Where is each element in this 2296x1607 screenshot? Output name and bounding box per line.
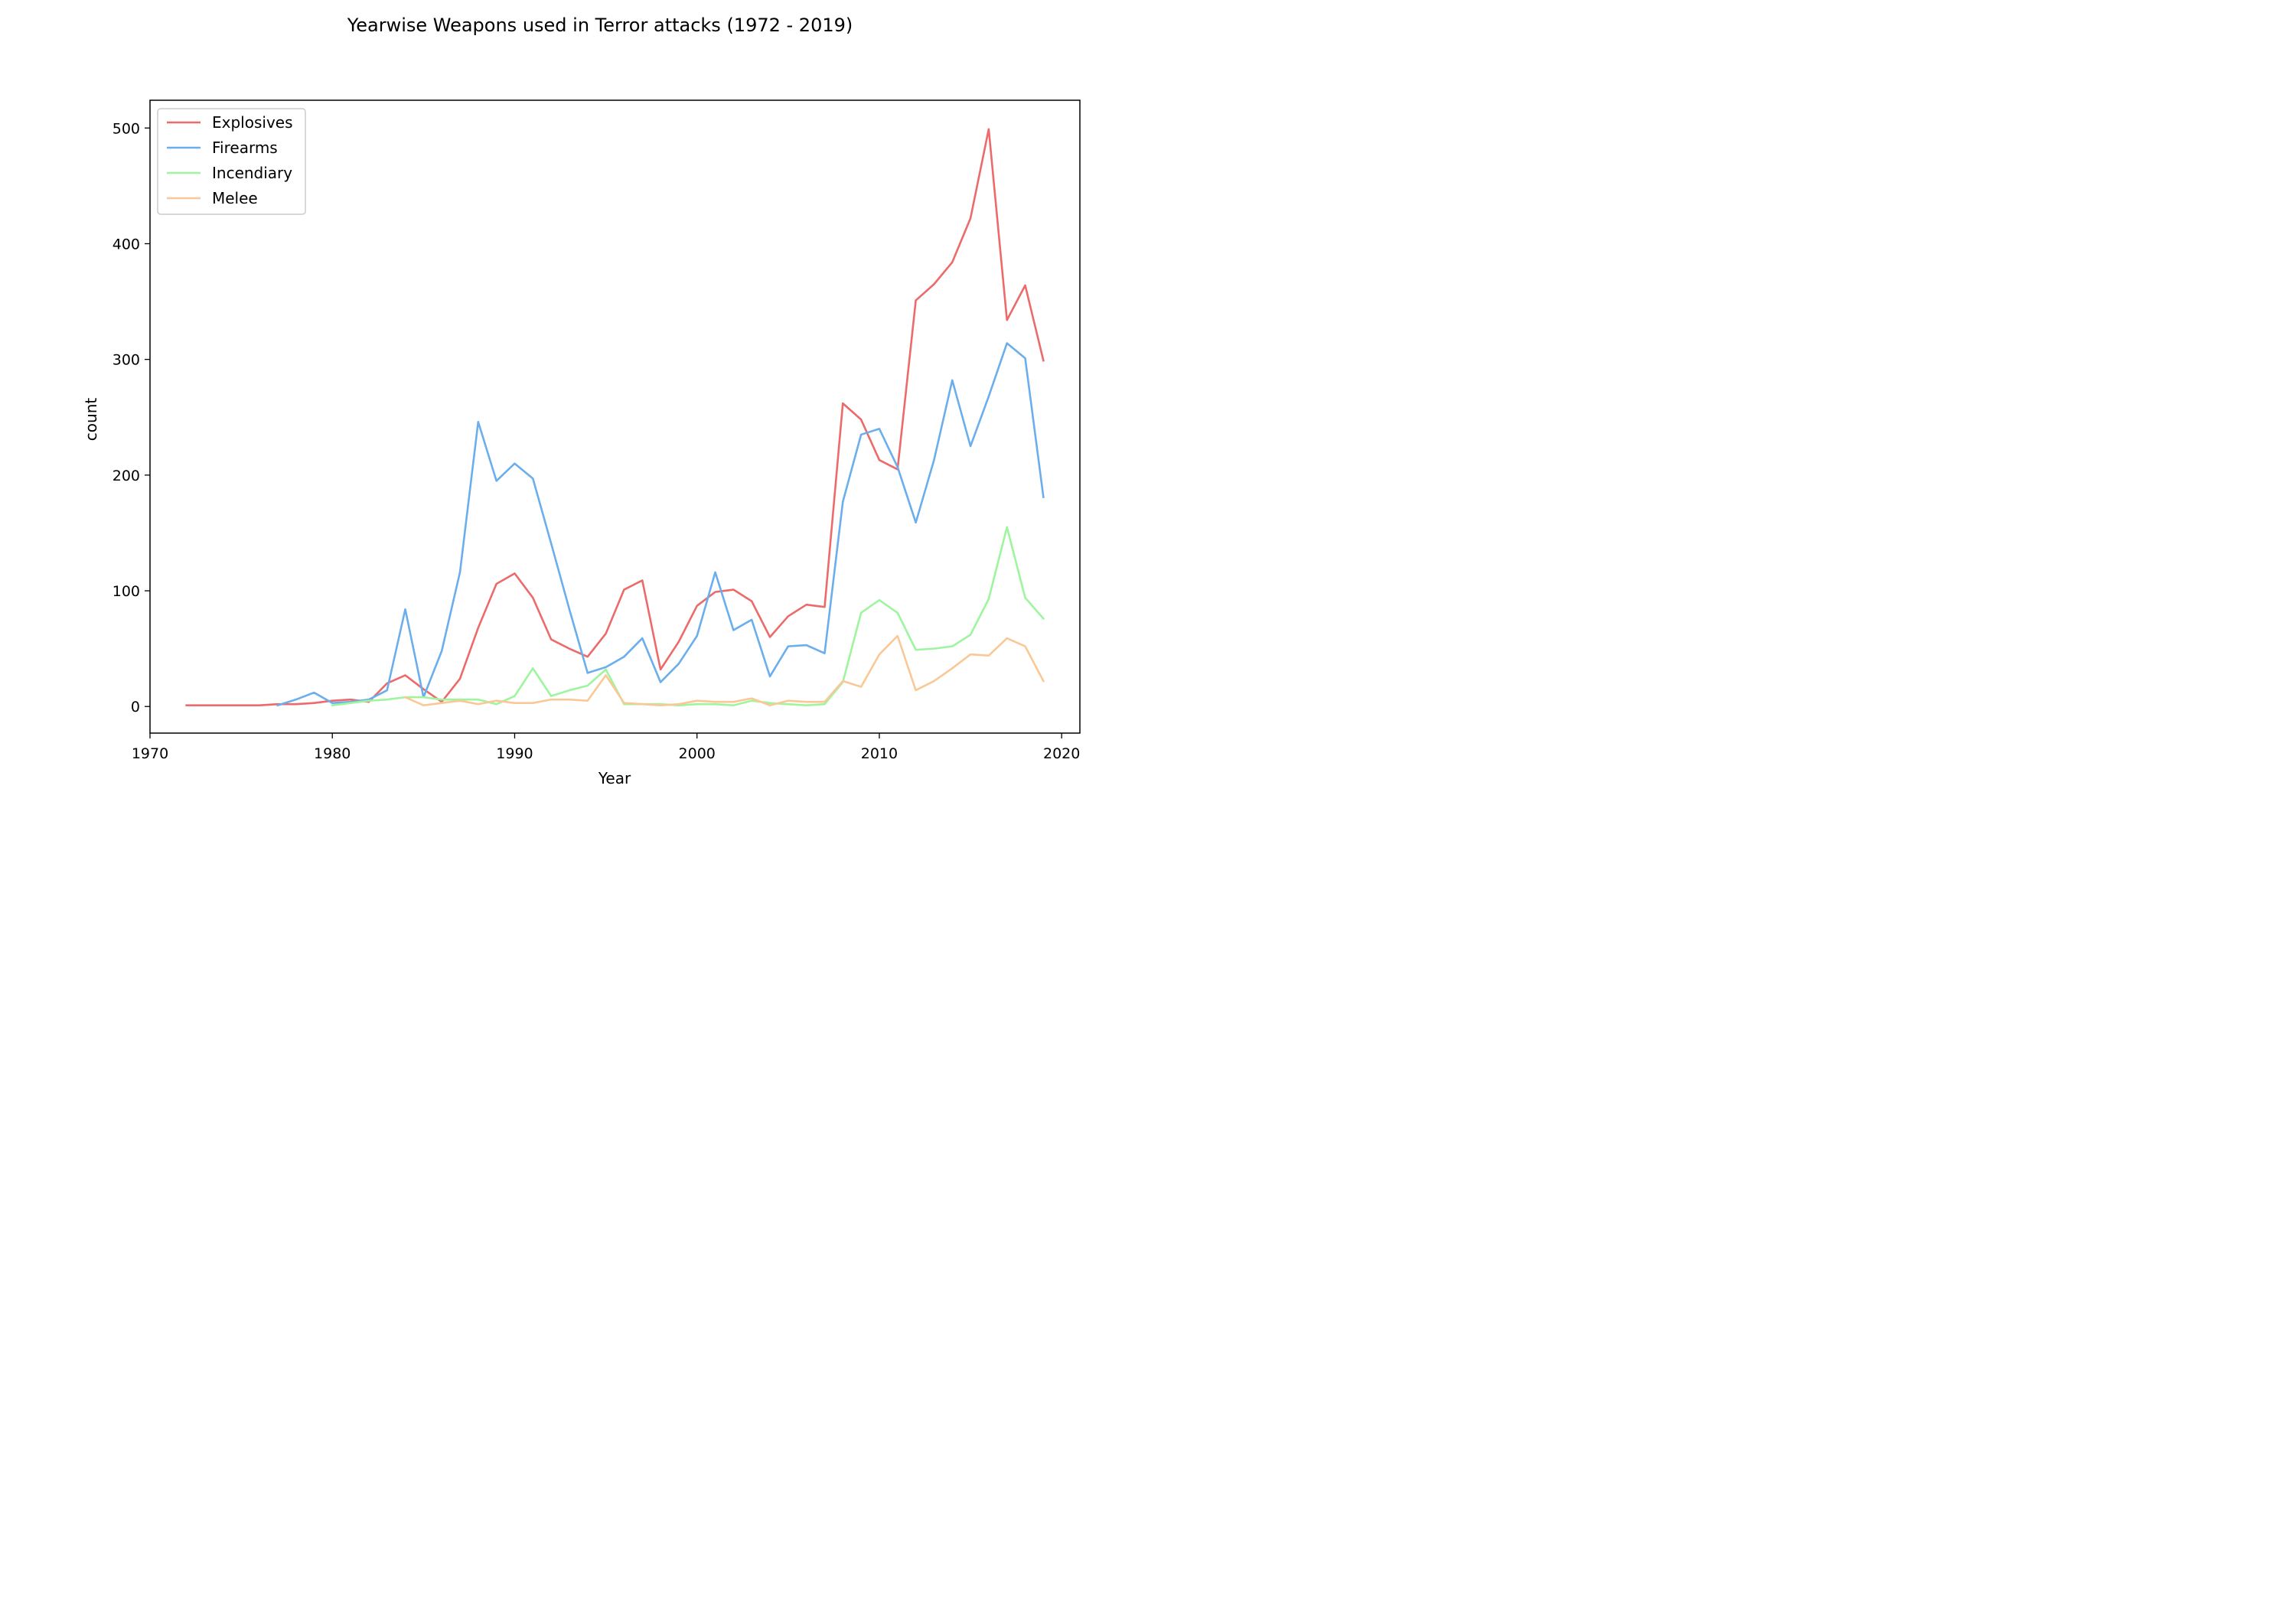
y-tick-label: 200 (113, 468, 140, 484)
line-chart: Yearwise Weapons used in Terror attacks … (0, 0, 1183, 829)
series-line-incendiary (331, 526, 1045, 707)
x-axis: 1970 1980 1990 2000 2010 2020 (132, 733, 1080, 762)
legend: Explosives Firearms Incendiary Melee (157, 108, 306, 215)
y-tick-label: 0 (131, 699, 140, 715)
x-tick-label: 2000 (679, 745, 716, 762)
legend-label-explosives: Explosives (212, 113, 293, 132)
legend-label-melee: Melee (212, 189, 258, 207)
x-tick-label: 1970 (132, 745, 168, 762)
x-tick-label: 2010 (861, 745, 898, 762)
y-tick-label: 300 (113, 352, 140, 369)
x-tick-label: 1980 (314, 745, 351, 762)
series-line-firearms (276, 342, 1045, 707)
y-axis: 0 100 200 300 400 500 (113, 120, 150, 715)
plot-frame (149, 99, 1081, 734)
y-tick-label: 100 (113, 583, 140, 600)
chart-title: Yearwise Weapons used in Terror attacks … (347, 15, 853, 36)
plot-area (185, 128, 1045, 707)
legend-box (157, 108, 306, 215)
legend-label-incendiary: Incendiary (212, 164, 292, 182)
y-tick-label: 500 (113, 120, 140, 137)
x-tick-label: 2020 (1043, 745, 1080, 762)
legend-label-firearms: Firearms (212, 139, 278, 157)
x-axis-title: Year (598, 769, 631, 787)
x-tick-label: 1990 (496, 745, 533, 762)
y-tick-label: 400 (113, 236, 140, 253)
series-line-melee (403, 634, 1045, 707)
y-axis-title: count (82, 398, 100, 442)
series-layer (185, 128, 1045, 707)
